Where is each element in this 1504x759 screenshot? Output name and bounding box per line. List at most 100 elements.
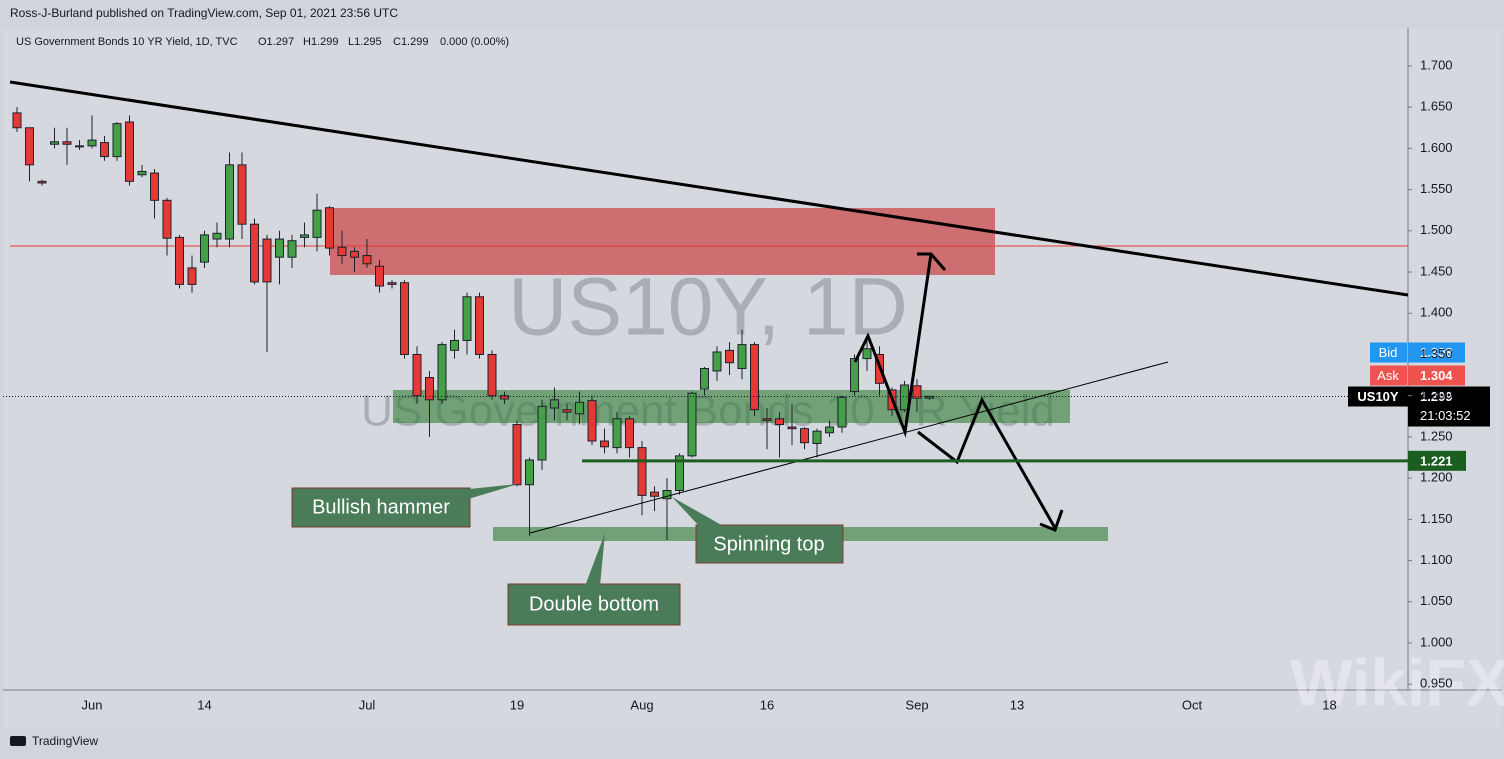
callout-box: [291, 487, 471, 528]
y-tick-label: 1.500: [1420, 222, 1453, 237]
candle-body: [750, 344, 759, 411]
candle-body: [225, 164, 234, 240]
candle-body: [725, 349, 734, 364]
candle-body: [512, 424, 522, 486]
legend-header: US Government Bonds 10 YR Yield, 1D, TVC…: [16, 36, 509, 48]
candle-body: [675, 455, 684, 491]
footer-brand: TradingView: [32, 734, 98, 748]
candle-body: [487, 353, 497, 397]
downtrend-line: [9, 80, 1409, 297]
candle-body: [287, 240, 297, 258]
last-symbol-box: [1348, 386, 1408, 407]
candle-body: [737, 344, 747, 369]
level-label-box: [1408, 450, 1466, 471]
publisher: Ross-J-Burland published on TradingView.…: [10, 6, 398, 20]
candle-body: [275, 238, 284, 258]
ask-value-box: [1408, 365, 1465, 386]
candle-body: [100, 142, 109, 158]
y-tick-label: 1.350: [1420, 346, 1453, 361]
candle-body: [900, 384, 909, 411]
candle-body: [775, 418, 784, 426]
candle-body: [537, 405, 547, 461]
candle-body: [262, 238, 272, 283]
y-tick-label: 1.300: [1420, 387, 1453, 402]
x-tick-label: Jul: [359, 697, 376, 712]
level-label: 1.221: [1420, 453, 1453, 468]
candle-body: [200, 234, 209, 263]
candle-body: [50, 141, 59, 145]
price-labels: 1.221 US10Y 1.299 21:03:52 Ask 1.304 Bid 1.308: [3, 342, 1490, 471]
candle-body: [712, 351, 722, 372]
candle-body: [400, 282, 409, 355]
last-value-box: [1408, 386, 1490, 427]
candle-body: [187, 267, 197, 285]
x-tick-label: 19: [510, 697, 524, 712]
y-tick-label: 1.100: [1420, 552, 1453, 567]
candle-body: [312, 209, 322, 238]
candle-body: [562, 409, 572, 413]
ohlc-value: H1.299: [303, 36, 338, 48]
candle-body: [75, 145, 84, 148]
candle-body: [425, 377, 434, 401]
uptrend-line: [529, 361, 1169, 534]
bid-tag-box: [1370, 342, 1407, 363]
last-symbol: US10Y: [1357, 389, 1399, 404]
annotation: Bullish hammer: [312, 496, 450, 518]
logo: [10, 736, 26, 746]
ask-tag-box: [1370, 365, 1407, 386]
ohlc-value: L1.295: [348, 36, 382, 48]
candle-body: [462, 296, 472, 341]
arrow-up-path: [853, 253, 933, 438]
y-tick-label: 1.650: [1420, 99, 1453, 114]
countdown: 21:03:52: [1420, 408, 1471, 423]
bid-tag: Bid: [1379, 345, 1398, 360]
candle-body: [37, 180, 47, 184]
candle-body: [250, 223, 259, 283]
ask-value: 1.304: [1420, 368, 1453, 383]
x-tick-label: Aug: [630, 697, 653, 712]
ohlc-value: O1.297: [258, 36, 294, 48]
candle-body: [362, 255, 372, 265]
candle-body: [925, 396, 934, 399]
candle-body: [800, 428, 809, 444]
candle-body: [912, 385, 922, 399]
bid-value-box: [1408, 342, 1465, 363]
candle-body: [137, 170, 147, 176]
candle-body: [25, 127, 34, 166]
candle-body: [625, 418, 634, 449]
y-tick-label: 1.000: [1420, 634, 1453, 649]
watermark-symbol: US10Y, 1D: [508, 262, 908, 353]
x-tick-label: Sep: [905, 697, 928, 712]
callout-pointer: [672, 497, 725, 527]
x-tick-label: 14: [197, 697, 211, 712]
bid-value: 1.308: [1420, 345, 1453, 360]
annotation: Double bottom: [529, 593, 659, 615]
candle-body: [762, 418, 772, 421]
y-tick-label: 1.700: [1420, 57, 1453, 72]
candle-body: [525, 459, 534, 486]
resistance-zone: [330, 208, 995, 275]
annotation: Spinning top: [713, 533, 824, 555]
candle-body: [587, 400, 597, 442]
candle-body: [150, 172, 159, 201]
x-tick-label: Oct: [1182, 697, 1203, 712]
candle-body: [375, 265, 384, 287]
candle-body: [637, 447, 647, 496]
ohlc-value: C1.299: [393, 36, 428, 48]
arrow-head: [1039, 509, 1064, 532]
change-value: 0.000 (0.00%): [440, 36, 509, 48]
candle-body: [500, 395, 509, 400]
candle-body: [325, 207, 334, 249]
candle-body: [300, 234, 309, 238]
candle-body: [387, 282, 397, 285]
candle-body: [612, 418, 622, 449]
candle-body: [812, 430, 822, 445]
callout-box: [695, 524, 844, 564]
y-tick-label: 1.200: [1420, 470, 1453, 485]
candle-body: [662, 489, 672, 500]
arrow-head: [917, 252, 947, 271]
y-tick-label: 1.400: [1420, 305, 1453, 320]
candle-body: [175, 236, 184, 285]
candle-body: [237, 164, 247, 225]
